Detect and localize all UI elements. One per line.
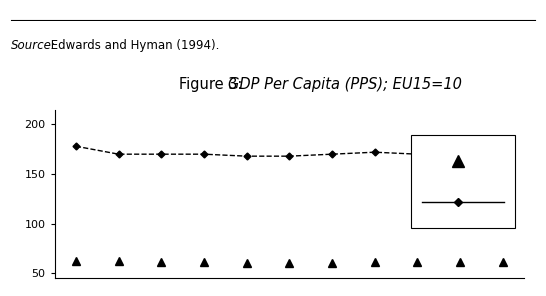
Bar bbox=[412, 135, 515, 228]
Text: Source:: Source: bbox=[11, 39, 56, 52]
Text: GDP Per Capita (PPS); EU15=10: GDP Per Capita (PPS); EU15=10 bbox=[228, 77, 462, 92]
Text: Figure 3:: Figure 3: bbox=[179, 77, 247, 92]
Text: Edwards and Hyman (1994).: Edwards and Hyman (1994). bbox=[46, 39, 219, 52]
